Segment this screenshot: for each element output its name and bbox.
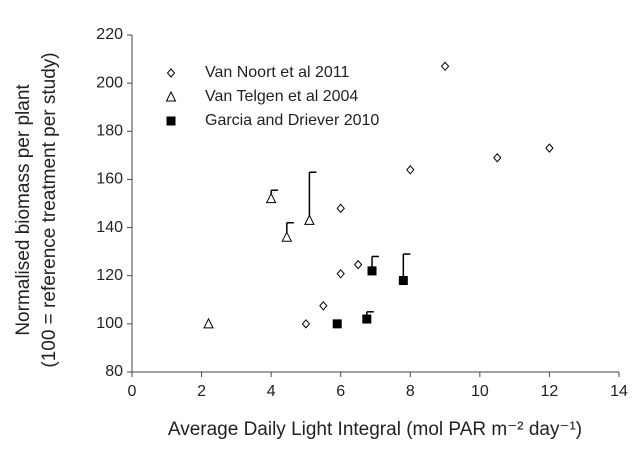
triangle-marker (265, 192, 277, 204)
y-tick-label: 100 (96, 315, 123, 332)
diamond-marker (353, 259, 363, 270)
x-tick-label: 10 (471, 383, 489, 400)
diamond-marker (545, 143, 554, 153)
y-tick-label: 140 (96, 219, 123, 236)
diamond-marker (493, 153, 502, 163)
y-axis-label: (100 = reference treatment per study) (39, 52, 60, 367)
square-marker (332, 319, 342, 329)
y-tick-label: 180 (96, 123, 123, 140)
legend-label: Van Telgen et al 2004 (205, 88, 358, 105)
diamond-marker (319, 301, 328, 311)
legend-marker (165, 90, 177, 102)
diamond-marker (301, 319, 311, 329)
diamond-marker (336, 269, 345, 279)
triangle-marker (203, 317, 214, 329)
x-tick-label: 2 (197, 383, 206, 400)
x-tick-label: 4 (267, 383, 276, 400)
diamond-marker (336, 203, 345, 214)
diamond-marker (406, 165, 415, 175)
y-tick-label: 200 (96, 74, 123, 91)
triangle-marker (281, 231, 293, 242)
y-tick-label: 80 (105, 363, 123, 380)
legend-marker (166, 68, 176, 78)
x-tick-label: 14 (610, 383, 628, 400)
y-axis-label: Normalised biomass per plant (13, 84, 34, 336)
square-marker (362, 314, 372, 324)
triangle-marker (304, 214, 315, 225)
x-tick-label: 6 (336, 383, 345, 400)
square-marker (398, 276, 408, 286)
x-axis-label: Average Daily Light Integral (mol PAR m⁻… (168, 419, 582, 440)
x-tick-label: 8 (406, 383, 415, 400)
x-tick-label: 0 (128, 383, 137, 400)
y-tick-label: 220 (96, 26, 123, 43)
legend-label: Van Noort et al 2011 (205, 64, 349, 81)
square-marker (367, 266, 377, 276)
y-tick-label: 160 (96, 171, 123, 188)
x-tick-label: 12 (541, 383, 559, 400)
diamond-marker (440, 61, 450, 72)
legend-marker (166, 116, 176, 126)
y-tick-label: 120 (96, 267, 123, 284)
legend-label: Garcia and Driever 2010 (205, 112, 379, 129)
